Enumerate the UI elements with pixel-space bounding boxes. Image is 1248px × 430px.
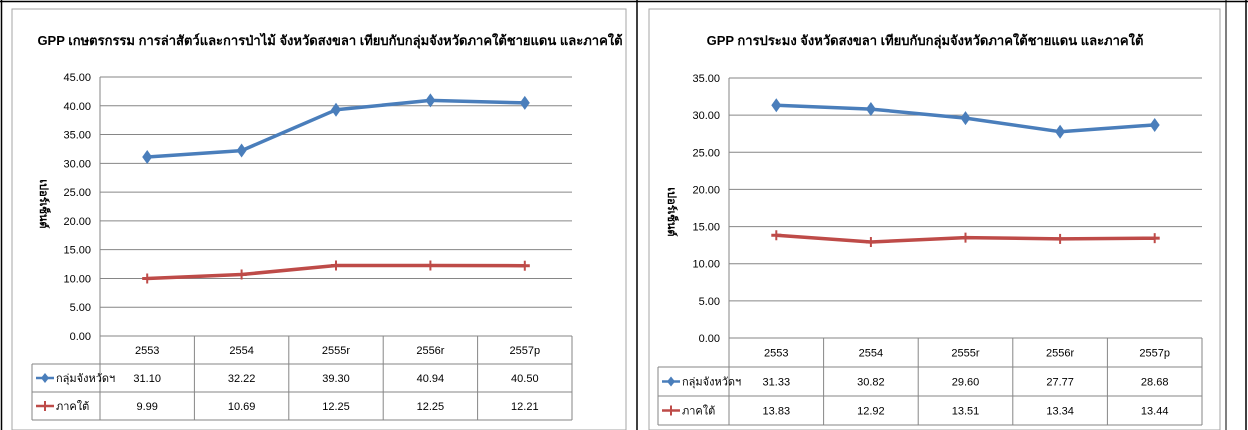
- data-table-value: 39.30: [322, 373, 350, 385]
- y-tick-label: 30.00: [63, 158, 91, 170]
- chart-agriculture-frame: [11, 8, 627, 430]
- y-axis-label: เปอร์เซ็นต์: [37, 179, 51, 228]
- data-table-value: 10.69: [228, 401, 256, 413]
- data-table-value: 12.92: [857, 406, 885, 418]
- data-point: [771, 98, 782, 113]
- data-table-value: 12.25: [322, 401, 350, 413]
- data-point: [960, 111, 971, 126]
- data-table-value: 29.60: [952, 377, 980, 389]
- legend-series-name: ภาคใต้: [682, 405, 715, 418]
- y-tick-label: 40.00: [63, 101, 91, 113]
- data-table-value: 27.77: [1046, 377, 1074, 389]
- legend-series-name: ภาคใต้: [56, 400, 89, 413]
- data-table-value: 12.25: [417, 401, 445, 413]
- y-tick-label: 35.00: [692, 73, 720, 85]
- data-point: [1149, 117, 1160, 132]
- data-table-value: 13.51: [952, 406, 980, 418]
- data-table-value: 30.82: [857, 377, 885, 389]
- x-category-label: 2556r: [1046, 348, 1074, 360]
- data-point: [425, 93, 436, 108]
- legend-series-name: กลุ่มจังหวัดฯ: [682, 377, 741, 389]
- legend-marker: [41, 373, 49, 383]
- y-tick-label: 0.00: [70, 331, 91, 343]
- x-category-label: 2554: [859, 348, 883, 360]
- data-point: [1055, 124, 1066, 139]
- y-tick-label: 20.00: [63, 216, 91, 228]
- y-tick-label: 25.00: [692, 147, 720, 159]
- y-axis-label: เปอร์เซ็นต์: [665, 187, 679, 236]
- data-table-value: 13.83: [763, 406, 791, 418]
- x-category-label: 2553: [764, 348, 788, 360]
- chart-title: GPP เกษตรกรรม การล่าสัตว์และการป่าไม้ จั…: [37, 32, 622, 49]
- y-tick-label: 0.00: [699, 333, 720, 345]
- data-table-value: 12.21: [511, 401, 539, 413]
- y-tick-label: 10.00: [692, 259, 720, 271]
- data-point: [865, 102, 876, 117]
- data-table-value: 9.99: [136, 401, 157, 413]
- y-tick-label: 10.00: [63, 273, 91, 285]
- chart-fishery: GPP การประมง จังหวัดสงขลา เทียบกับกลุ่มจ…: [648, 8, 1221, 430]
- y-tick-label: 30.00: [692, 110, 720, 122]
- x-category-label: 2553: [135, 345, 159, 357]
- x-category-label: 2555r: [951, 348, 979, 360]
- legend-marker: [667, 376, 675, 387]
- data-point: [236, 143, 247, 158]
- data-table-value: 31.10: [133, 373, 161, 385]
- y-tick-label: 5.00: [70, 302, 91, 314]
- y-tick-label: 35.00: [63, 130, 91, 142]
- chart-fishery-frame: [648, 8, 1221, 430]
- data-table-value: 40.94: [417, 373, 445, 385]
- y-tick-label: 25.00: [63, 187, 91, 199]
- data-point: [331, 102, 341, 117]
- legend-series-name: กลุ่มจังหวัดฯ: [56, 373, 115, 385]
- y-tick-label: 45.00: [63, 72, 91, 84]
- data-table-value: 31.33: [763, 377, 791, 389]
- data-table-value: 32.22: [228, 373, 256, 385]
- y-tick-label: 20.00: [692, 184, 720, 196]
- data-table-value: 28.68: [1141, 377, 1169, 389]
- data-table-value: 13.44: [1141, 406, 1169, 418]
- x-category-label: 2557p: [510, 345, 541, 357]
- x-category-label: 2557p: [1139, 348, 1170, 360]
- x-category-label: 2555r: [322, 345, 350, 357]
- data-table-value: 13.34: [1046, 406, 1074, 418]
- chart-title: GPP การประมง จังหวัดสงขลา เทียบกับกลุ่มจ…: [707, 32, 1144, 49]
- y-tick-label: 5.00: [699, 296, 720, 308]
- data-point: [142, 150, 153, 165]
- chart-agriculture: GPP เกษตรกรรม การล่าสัตว์และการป่าไม้ จั…: [11, 8, 627, 430]
- data-table-value: 40.50: [511, 373, 539, 385]
- data-point: [519, 95, 530, 110]
- y-tick-label: 15.00: [692, 222, 720, 234]
- x-category-label: 2556r: [416, 345, 444, 357]
- y-tick-label: 15.00: [63, 245, 91, 257]
- x-category-label: 2554: [229, 345, 253, 357]
